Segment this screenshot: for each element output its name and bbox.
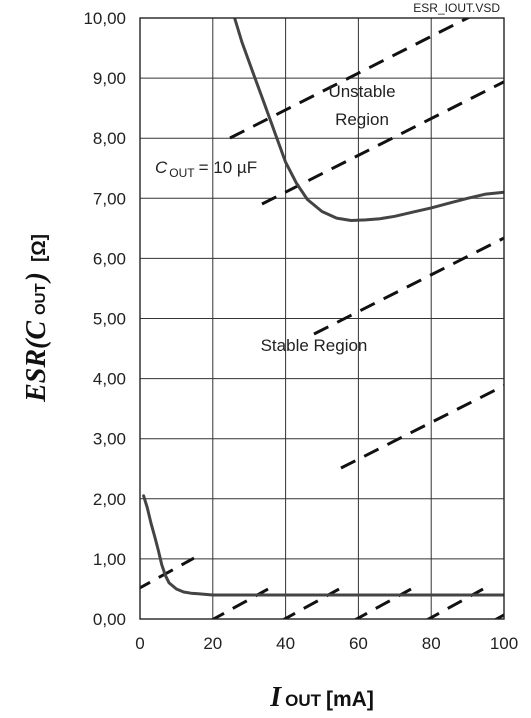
unstable-hatch-0 bbox=[229, 18, 471, 140]
y-tick-label-4: 4,00 bbox=[93, 370, 126, 389]
unstable-region-line1: Unstable bbox=[328, 82, 395, 101]
y-axis-unit: [Ω] bbox=[29, 234, 50, 262]
y-axis-close: ) bbox=[21, 272, 52, 284]
y-tick-label-7: 7,00 bbox=[93, 189, 126, 208]
boundary-curve-1 bbox=[142, 494, 504, 597]
cout-annotation: C OUT = 10 µF bbox=[155, 158, 257, 180]
y-tick-label-3: 3,00 bbox=[93, 430, 126, 449]
y-tick-label-6: 6,00 bbox=[93, 249, 126, 268]
file-label: ESR_IOUT.VSD bbox=[413, 1, 500, 15]
y-tick-label-5: 5,00 bbox=[93, 310, 126, 329]
x-tick-label-0: 0 bbox=[135, 634, 144, 653]
x-tick-label-5: 100 bbox=[490, 634, 518, 653]
stable-region-label: Stable Region bbox=[261, 336, 368, 355]
x-tick-label-2: 40 bbox=[276, 634, 295, 653]
y-axis-subscript: OUT bbox=[32, 283, 49, 315]
x-axis-subscript: OUT bbox=[285, 691, 322, 710]
y-axis-label: ESR(C OUT) [Ω] bbox=[21, 234, 52, 403]
unstable-hatch-1 bbox=[261, 80, 504, 206]
x-tick-label-3: 60 bbox=[349, 634, 368, 653]
boundary-curve-0 bbox=[233, 18, 504, 222]
unstable-region-line2: Region bbox=[335, 110, 389, 129]
x-axis-symbol: I bbox=[269, 682, 282, 713]
y-tick-label-10: 10,00 bbox=[83, 9, 126, 28]
unstable-hatch-3 bbox=[340, 384, 504, 470]
cout-subscript: OUT bbox=[169, 166, 195, 180]
y-tick-label-1: 1,00 bbox=[93, 550, 126, 569]
cout-value: = 10 µF bbox=[199, 158, 257, 177]
x-axis-unit: [mA] bbox=[326, 688, 374, 711]
horizontal-gridlines bbox=[140, 77, 504, 560]
y-tick-label-8: 8,00 bbox=[93, 129, 126, 148]
plot-frame bbox=[139, 17, 505, 620]
y-axis-symbol: ESR(C bbox=[21, 321, 52, 403]
cout-symbol: C bbox=[155, 158, 168, 177]
x-tick-labels: 0 20 40 60 80 100 bbox=[135, 634, 518, 653]
boundary-curves bbox=[142, 18, 504, 597]
x-axis-label: I OUT [mA] bbox=[269, 682, 374, 713]
x-tick-label-1: 20 bbox=[203, 634, 222, 653]
y-tick-label-2: 2,00 bbox=[93, 490, 126, 509]
stable-hatch-5 bbox=[493, 613, 504, 619]
y-tick-labels: 0,00 1,00 2,00 3,00 4,00 5,00 6,00 7,00 8,00 9,00… bbox=[83, 9, 126, 629]
y-tick-label-0: 0,00 bbox=[93, 610, 126, 629]
unstable-hatch-2 bbox=[313, 236, 504, 336]
y-tick-label-9: 9,00 bbox=[93, 69, 126, 88]
x-tick-label-4: 80 bbox=[422, 634, 441, 653]
